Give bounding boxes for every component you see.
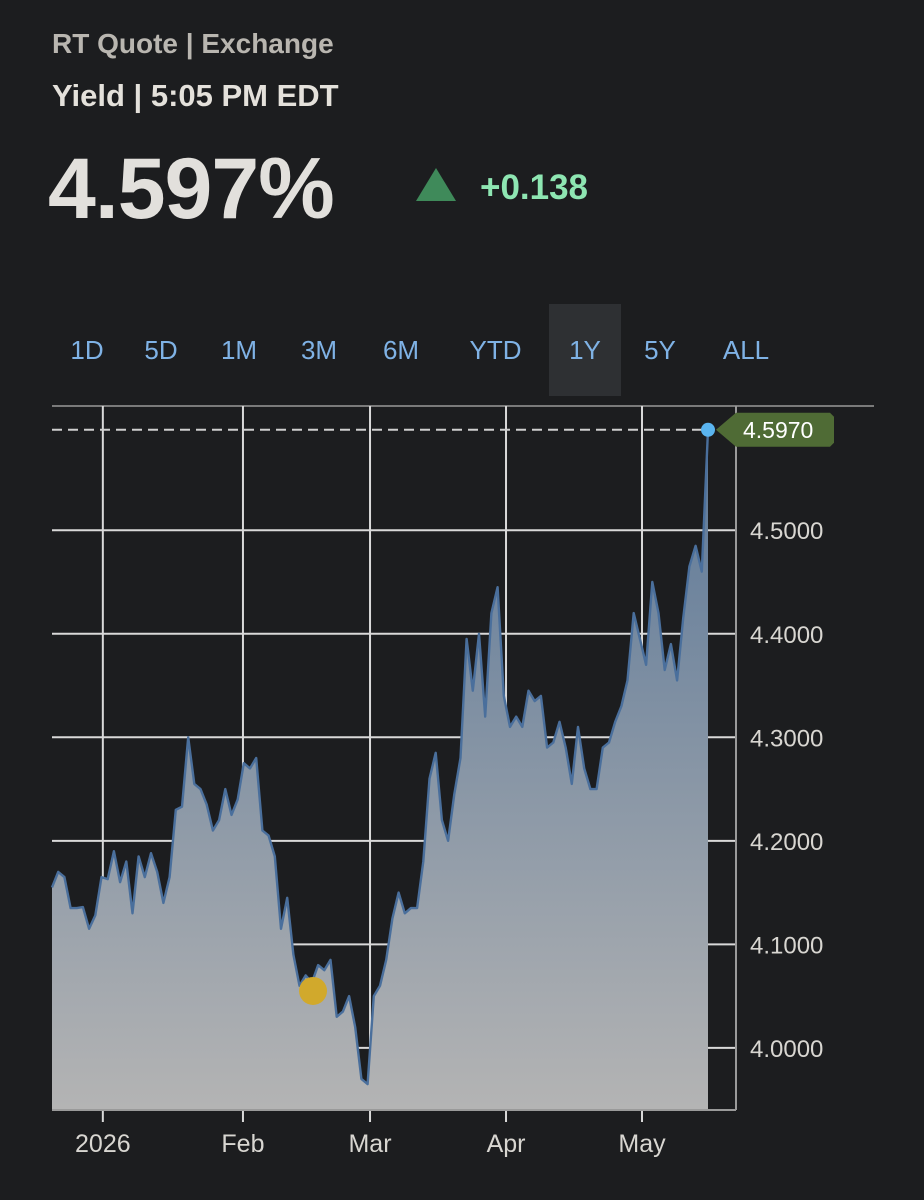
y-tick-label: 4.0000 [750, 1036, 823, 1063]
yield-area [52, 429, 708, 1110]
price-change: +0.138 [480, 168, 589, 207]
last-value-tag-label: 4.5970 [743, 417, 813, 443]
triangle-up-icon [416, 168, 456, 201]
tab-5d[interactable]: 5D [144, 334, 178, 365]
x-tick-label: May [618, 1130, 666, 1158]
quote-time: Yield | 5:05 PM EDT [52, 78, 339, 113]
tab-3m[interactable]: 3M [300, 334, 338, 365]
x-tick-label: 2026 [75, 1130, 131, 1158]
tab-1y[interactable]: 1Y [549, 304, 621, 396]
y-tick-label: 4.1000 [750, 932, 823, 959]
tab-6m[interactable]: 6M [382, 334, 420, 365]
yield-line [50, 429, 710, 1086]
range-tabs: 1D 5D 1M 3M 6M YTD 1Y 5Y ALL [52, 304, 793, 396]
x-tick-label: Apr [487, 1130, 526, 1158]
y-tick-label: 4.5000 [750, 518, 823, 545]
y-axis-labels: 4.0000 4.1000 4.2000 4.3000 4.4000 4.5000 [750, 518, 823, 1063]
tab-ytd[interactable]: YTD [469, 334, 522, 365]
y-tick-label: 4.4000 [750, 622, 823, 649]
tab-1d[interactable]: 1D [70, 334, 104, 365]
price-value: 4.597% [48, 141, 335, 237]
x-tick-label: Feb [221, 1130, 264, 1158]
tab-5y[interactable]: 5Y [644, 334, 676, 365]
last-point-marker [701, 422, 715, 437]
y-tick-label: 4.2000 [750, 829, 823, 856]
quote-source: RT Quote | Exchange [52, 28, 334, 59]
last-value-tag-shape [716, 412, 834, 447]
y-tick-label: 4.3000 [750, 725, 823, 752]
last-value-tag: 4.5970 [716, 412, 834, 447]
event-marker[interactable] [299, 976, 328, 1005]
x-axis-labels: 2026 Feb Mar Apr May [75, 1130, 666, 1158]
tab-1m[interactable]: 1M [220, 334, 258, 365]
tab-all[interactable]: ALL [722, 334, 770, 365]
x-tick-label: Mar [348, 1130, 391, 1158]
